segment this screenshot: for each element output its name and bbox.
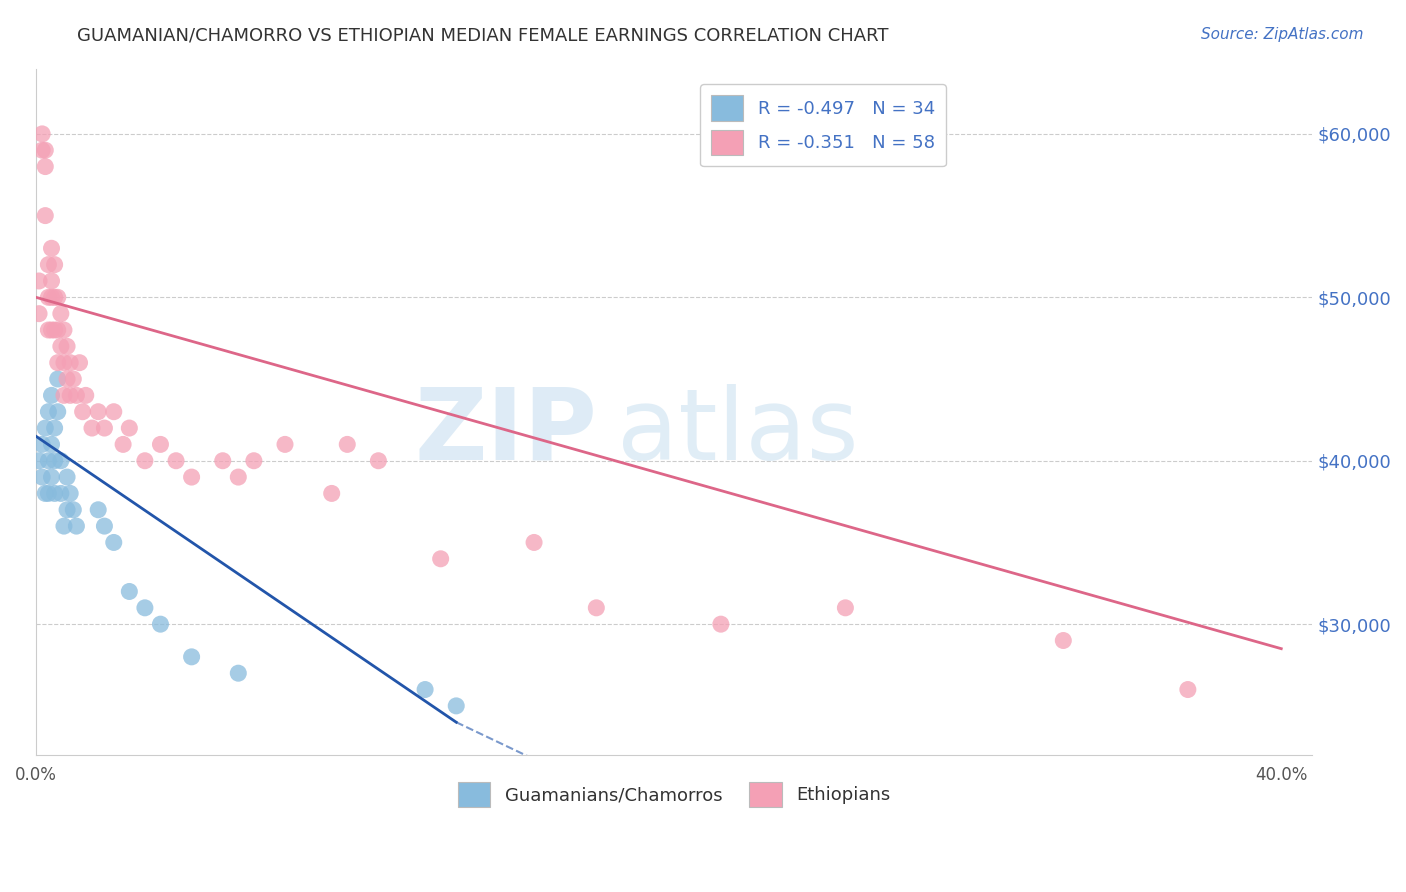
Point [56, 339, 79, 353]
Point [28, 274, 51, 288]
Point [52, 388, 75, 402]
Point [103, 535, 125, 549]
Point [413, 682, 436, 697]
Point [523, 535, 546, 549]
Point [41, 437, 63, 451]
Point [72, 405, 94, 419]
Point [367, 454, 389, 468]
Point [710, 617, 733, 632]
Point [56, 470, 79, 484]
Point [37, 454, 59, 468]
Point [444, 698, 467, 713]
Point [62, 372, 84, 386]
Point [134, 454, 156, 468]
Point [44, 323, 66, 337]
Point [87, 405, 110, 419]
Point [28, 307, 51, 321]
Text: Source: ZipAtlas.com: Source: ZipAtlas.com [1201, 27, 1364, 42]
Point [46, 290, 69, 304]
Point [31, 437, 53, 451]
Point [56, 502, 79, 516]
Point [165, 454, 187, 468]
Point [44, 290, 66, 304]
Point [429, 551, 451, 566]
Point [41, 323, 63, 337]
Point [180, 470, 202, 484]
Point [41, 274, 63, 288]
Point [37, 405, 59, 419]
Legend: Guamanians/Chamorros, Ethiopians: Guamanians/Chamorros, Ethiopians [450, 774, 898, 814]
Point [28, 454, 51, 468]
Point [44, 454, 66, 468]
Point [59, 388, 82, 402]
Point [37, 290, 59, 304]
Point [34, 160, 56, 174]
Point [134, 600, 156, 615]
Point [62, 502, 84, 516]
Point [1052, 633, 1074, 648]
Point [211, 454, 233, 468]
Point [41, 388, 63, 402]
Point [103, 405, 125, 419]
Point [52, 323, 75, 337]
Point [49, 307, 72, 321]
Point [34, 486, 56, 500]
Point [93, 519, 115, 533]
Point [52, 356, 75, 370]
Point [274, 437, 297, 451]
Point [59, 486, 82, 500]
Point [49, 339, 72, 353]
Point [46, 372, 69, 386]
Point [112, 437, 135, 451]
Point [34, 143, 56, 157]
Point [180, 649, 202, 664]
Point [93, 421, 115, 435]
Point [149, 617, 172, 632]
Point [41, 290, 63, 304]
Point [585, 600, 607, 615]
Point [65, 388, 87, 402]
Point [321, 486, 343, 500]
Point [118, 584, 141, 599]
Point [226, 666, 249, 681]
Point [37, 486, 59, 500]
Point [46, 405, 69, 419]
Text: GUAMANIAN/CHAMORRO VS ETHIOPIAN MEDIAN FEMALE EARNINGS CORRELATION CHART: GUAMANIAN/CHAMORRO VS ETHIOPIAN MEDIAN F… [77, 27, 889, 45]
Point [44, 486, 66, 500]
Point [69, 356, 91, 370]
Point [149, 437, 172, 451]
Point [49, 486, 72, 500]
Point [31, 470, 53, 484]
Point [118, 421, 141, 435]
Point [46, 323, 69, 337]
Point [834, 600, 856, 615]
Text: atlas: atlas [617, 384, 858, 481]
Point [80, 421, 103, 435]
Point [44, 421, 66, 435]
Point [34, 421, 56, 435]
Point [59, 356, 82, 370]
Point [226, 470, 249, 484]
Point [31, 143, 53, 157]
Point [41, 241, 63, 255]
Point [46, 356, 69, 370]
Point [65, 519, 87, 533]
Point [336, 437, 359, 451]
Text: ZIP: ZIP [415, 384, 598, 481]
Point [75, 388, 97, 402]
Point [37, 258, 59, 272]
Point [41, 470, 63, 484]
Point [44, 258, 66, 272]
Point [1177, 682, 1199, 697]
Point [56, 372, 79, 386]
Point [34, 209, 56, 223]
Point [31, 127, 53, 141]
Point [49, 454, 72, 468]
Point [37, 323, 59, 337]
Point [243, 454, 266, 468]
Point [52, 519, 75, 533]
Point [87, 502, 110, 516]
